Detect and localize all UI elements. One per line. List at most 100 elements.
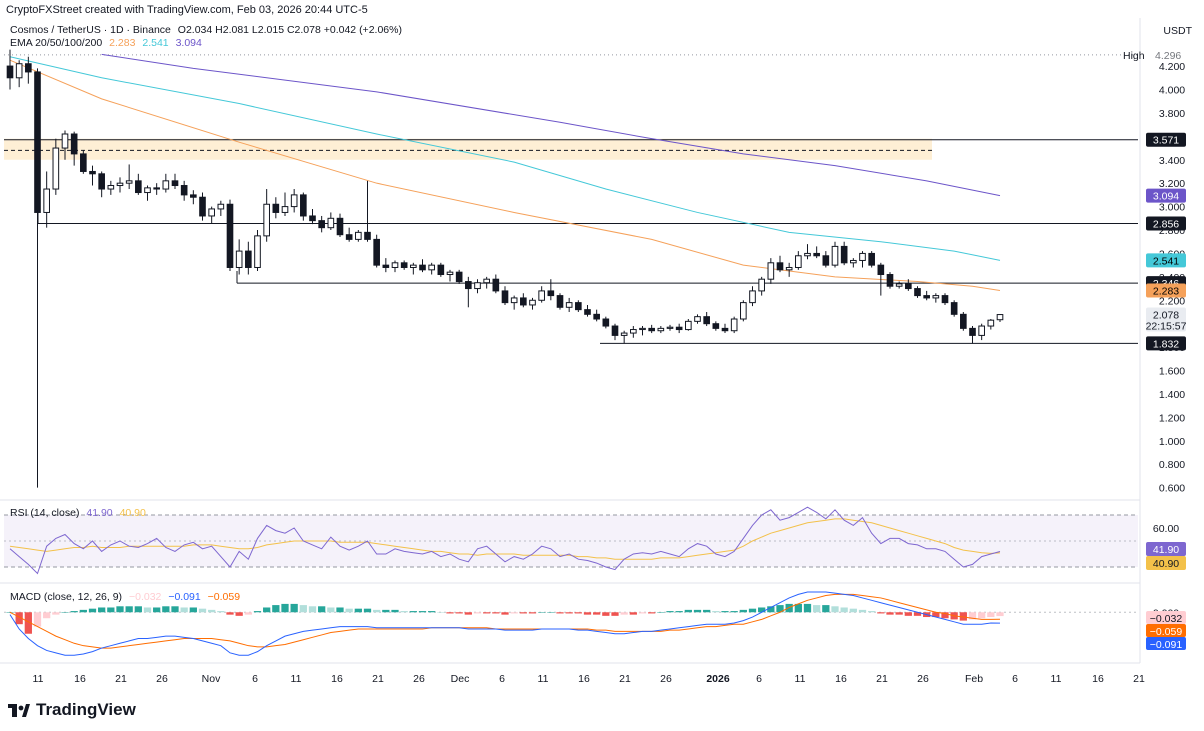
ohlc-values: O2.034 H2.081 L2.015 C2.078 +0.042 (+2.0… [177, 24, 402, 36]
candle-body [300, 194, 307, 217]
candle-body [740, 302, 747, 320]
rsi-tag-label: 41.90 [1153, 544, 1179, 556]
macd-histogram-bar [61, 612, 69, 613]
macd-histogram-bar [748, 608, 757, 613]
candle-body [510, 297, 518, 304]
candle-body [593, 313, 600, 320]
macd-histogram-bar [171, 606, 179, 613]
candle-body [932, 295, 940, 299]
candle-body [675, 326, 683, 331]
macd-histogram-bar [840, 607, 848, 613]
macd-tag-label: −0.059 [1150, 626, 1183, 638]
macd-histogram-bar [730, 611, 738, 613]
macd-histogram-bar [382, 609, 390, 613]
rsi-tag-label: 40.90 [1153, 558, 1179, 570]
candle-body [914, 288, 921, 297]
x-tick-label: Feb [965, 673, 983, 685]
candle-body [877, 264, 885, 276]
ema-200-line [101, 53, 1001, 197]
candle-body [400, 262, 408, 268]
macd-histogram-bar [446, 612, 454, 614]
x-tick-label: 21 [115, 673, 127, 685]
macd-histogram-bar [932, 612, 940, 618]
macd-histogram-bar [684, 609, 692, 613]
macd-histogram-bar [785, 603, 793, 613]
macd-histogram-bar [538, 612, 546, 613]
candle-body [391, 262, 399, 268]
x-tick-label: 11 [33, 673, 44, 685]
macd-histogram-bar [272, 605, 280, 613]
macd-histogram-bar [244, 612, 252, 615]
candle-body [749, 290, 756, 304]
tradingview-logo[interactable]: TradingView [8, 700, 136, 720]
macd-histogram-bar [455, 612, 463, 614]
candle-body [116, 182, 124, 187]
macd-label: MACD (close, 12, 26, 9) [10, 591, 123, 603]
x-tick-label: 6 [499, 673, 505, 685]
candle-body [52, 147, 60, 190]
symbol-legend: Cosmos / TetherUS · 1D · Binance O2.034 … [10, 24, 406, 36]
candle-body [437, 264, 445, 276]
price-tick-label: 3.400 [1159, 155, 1185, 167]
price-tag-label: 2.078 [1153, 310, 1179, 322]
candle-body [144, 187, 151, 194]
candle-body [501, 290, 509, 304]
price-tag [1146, 283, 1186, 298]
candle-body [373, 238, 380, 266]
candle-body [180, 185, 188, 196]
macd-histogram-bar [373, 609, 381, 613]
candle-body [996, 314, 1004, 321]
candle-body [162, 180, 170, 190]
macd-legend: MACD (close, 12, 26, 9) −0.032 −0.091 −0… [10, 591, 244, 603]
macd-histogram-bar [134, 606, 142, 613]
macd-histogram-bar [33, 612, 42, 627]
macd-histogram-bar [941, 612, 949, 619]
macd-histogram-bar [574, 612, 582, 614]
candle-body [620, 332, 628, 336]
candle-body [428, 264, 435, 271]
candle-body [217, 203, 225, 210]
candle-body [639, 327, 646, 331]
macd-histogram-bar [354, 608, 362, 613]
symbol-name: Cosmos / TetherUS · 1D · Binance [10, 24, 171, 36]
ema-value-3: 3.094 [175, 37, 202, 49]
candle-body [785, 266, 793, 271]
macd-histogram-bar [253, 611, 262, 613]
macd-tag [1146, 611, 1186, 624]
macd-histogram-bar [721, 611, 729, 613]
macd-histogram-bar [318, 606, 326, 613]
high-label: High [1123, 50, 1145, 62]
macd-histogram-bar [831, 606, 839, 613]
macd-histogram-bar [776, 605, 784, 613]
macd-histogram-bar [629, 612, 637, 615]
macd-histogram-bar [620, 612, 628, 615]
x-tick-label: 16 [1092, 673, 1104, 685]
macd-histogram-bar [675, 611, 683, 613]
ema-label: EMA 20/50/100/200 [10, 37, 103, 49]
candle-body [648, 327, 655, 332]
rsi-line [9, 506, 1001, 575]
countdown-label: 22:15:57 [1146, 321, 1187, 333]
x-tick-label: 2026 [706, 673, 730, 685]
price-tag-label: 2.541 [1153, 255, 1179, 267]
candle-body [190, 194, 197, 198]
x-tick-label: 11 [538, 673, 549, 685]
level-tag-label: 3.571 [1153, 135, 1179, 147]
candle-body [465, 281, 472, 290]
macd-histogram-bar [858, 609, 867, 613]
macd-histogram-bar [510, 612, 518, 614]
level-tag [1146, 216, 1186, 231]
macd-histogram-bar [657, 612, 665, 613]
macd-histogram-bar [987, 612, 995, 618]
macd-histogram-bar [153, 607, 161, 613]
high-value: 4.296 [1155, 50, 1181, 62]
rsi-label: RSI (14, close) [10, 507, 80, 519]
rsi-tick-label: 60.00 [1153, 523, 1179, 535]
candle-body [987, 319, 995, 327]
candle-body [272, 203, 280, 213]
macd-histogram-bar [98, 607, 106, 613]
x-tick-label: 26 [660, 673, 672, 685]
macd-histogram-bar [180, 607, 188, 613]
macd-histogram-bar [428, 611, 436, 613]
